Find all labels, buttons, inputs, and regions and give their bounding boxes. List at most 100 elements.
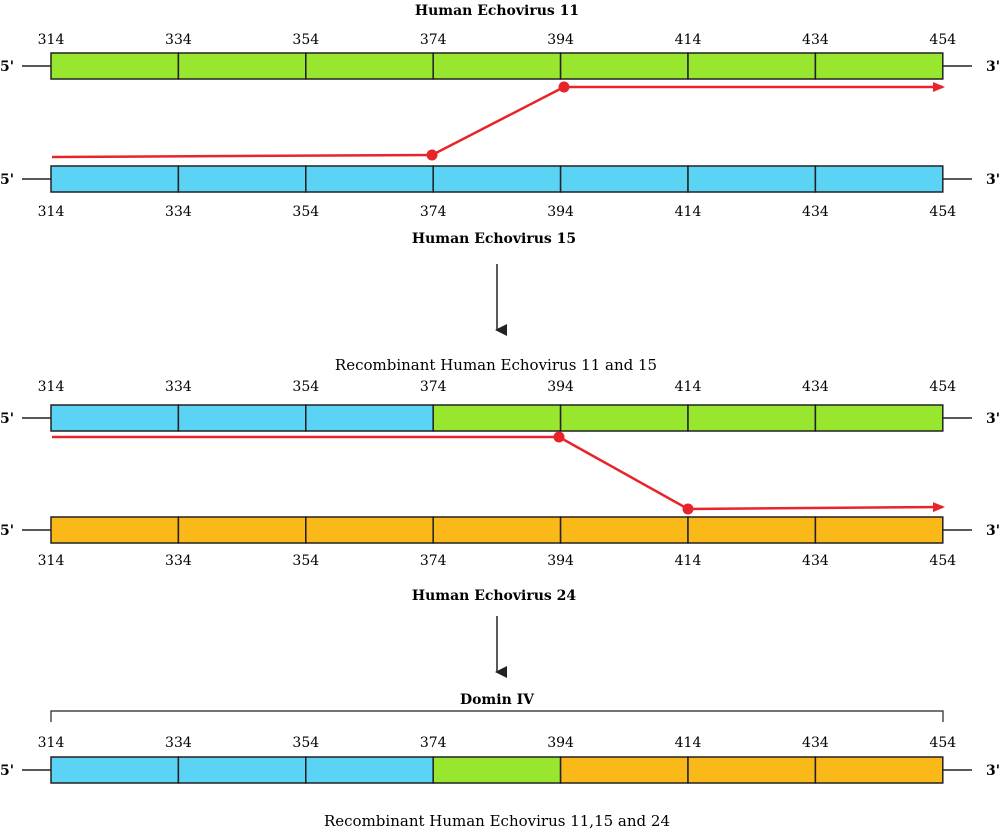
strand-segment-echovirus24 (50, 516, 180, 544)
three-prime-label: 3' (986, 411, 1000, 427)
position-label: 414 (675, 379, 702, 395)
position-label: 434 (802, 735, 829, 751)
three-prime-label: 3' (986, 59, 1000, 75)
position-label: 394 (547, 204, 574, 220)
crossover-arrow-segment (687, 502, 945, 513)
domain-bracket (50, 710, 944, 722)
position-label: 354 (292, 204, 319, 220)
position-label: 394 (547, 379, 574, 395)
section3-position-labels: 314 334 354 374 394 414 434 454 (38, 735, 957, 751)
section1-top-position-labels: 314 334 354 374 394 414 434 454 (38, 32, 957, 48)
position-label: 374 (420, 204, 447, 220)
position-label: 374 (420, 379, 447, 395)
position-label: 454 (929, 204, 956, 220)
position-label: 354 (292, 553, 319, 569)
crossover-point (426, 149, 438, 161)
strand-segment-echovirus11 (177, 52, 307, 80)
strand-segment-echovirus11 (559, 404, 689, 432)
strand-segment-echovirus24 (559, 756, 689, 784)
position-label: 394 (547, 553, 574, 569)
strand-segment-echovirus15 (559, 165, 689, 193)
position-label: 414 (675, 204, 702, 220)
strand-segment-echovirus24 (177, 516, 307, 544)
position-label: 314 (38, 735, 65, 751)
strand-segment-echovirus15 (687, 165, 817, 193)
section1-crossover-path (51, 81, 945, 161)
position-label: 394 (547, 32, 574, 48)
strand-segment-echovirus15 (305, 165, 434, 193)
position-label: 354 (292, 32, 319, 48)
five-prime-label: 5' (0, 411, 14, 427)
section2-crossover-path (52, 431, 945, 515)
position-label: 334 (165, 204, 192, 220)
position-label: 454 (929, 735, 956, 751)
strand-segment-echovirus11 (687, 52, 817, 80)
strand-segment-echovirus24 (687, 756, 817, 784)
position-label: 334 (165, 32, 192, 48)
five-prime-label: 5' (0, 523, 14, 539)
strand-segment-echovirus15 (177, 165, 307, 193)
position-label: 334 (165, 379, 192, 395)
position-label: 354 (292, 379, 319, 395)
position-label: 314 (38, 379, 65, 395)
strand-segment-echovirus11 (687, 404, 817, 432)
section2-top-position-labels: 314 334 354 374 394 414 434 454 (38, 379, 957, 395)
strand-segment-echovirus11 (432, 52, 562, 80)
strand-segment-echovirus15 (432, 165, 562, 193)
five-prime-label: 5' (0, 763, 14, 779)
domain-bracket-label: Domin IV (460, 692, 535, 708)
strand-segment-echovirus24 (687, 516, 817, 544)
section2-top-strand: 5' 3' (0, 404, 1000, 432)
position-label: 394 (547, 735, 574, 751)
position-label: 314 (38, 553, 65, 569)
position-label: 374 (420, 32, 447, 48)
position-label: 374 (420, 553, 447, 569)
section2-bottom-label: Human Echovirus 24 (412, 588, 577, 604)
position-label: 314 (38, 204, 65, 220)
strand-segment-echovirus11 (432, 404, 562, 432)
three-prime-label: 3' (986, 172, 1000, 188)
position-label: 334 (165, 735, 192, 751)
position-label: 314 (38, 32, 65, 48)
strand-segment-echovirus11 (305, 52, 434, 80)
section2-bottom-position-labels: 314 334 354 374 394 414 434 454 (38, 553, 957, 569)
crossover-point (682, 503, 694, 515)
crossover-line-segment (51, 153, 433, 159)
position-label: 434 (802, 553, 829, 569)
crossover-point (553, 431, 565, 443)
strand-segment-echovirus11 (432, 756, 562, 784)
crossover-line-segment (558, 435, 689, 511)
position-label: 354 (292, 735, 319, 751)
strand-segment-echovirus24 (305, 516, 434, 544)
section1-top-strand: 5' 3' (0, 52, 1000, 80)
position-label: 374 (420, 735, 447, 751)
section3-caption: Recombinant Human Echovirus 11,15 and 24 (324, 812, 670, 830)
position-label: 414 (675, 32, 702, 48)
position-label: 454 (929, 553, 956, 569)
position-label: 334 (165, 553, 192, 569)
position-label: 454 (929, 32, 956, 48)
section1-bottom-strand: 5' 3' (0, 165, 1000, 193)
five-prime-label: 5' (0, 59, 14, 75)
section1-bottom-position-labels: 314 334 354 374 394 414 434 454 (38, 204, 957, 220)
strand-segment-echovirus15 (814, 165, 944, 193)
strand-segment-echovirus15 (177, 404, 307, 432)
strand-segment-echovirus24 (814, 756, 944, 784)
strand-segment-echovirus15 (50, 756, 180, 784)
position-label: 454 (929, 379, 956, 395)
strand-segment-echovirus15 (50, 165, 180, 193)
strand-segment-echovirus11 (814, 404, 944, 432)
crossover-point (558, 81, 570, 93)
crossover-line-segment (431, 85, 565, 157)
section1-bottom-label: Human Echovirus 15 (412, 231, 576, 247)
strand-segment-echovirus15 (177, 756, 307, 784)
position-label: 434 (802, 379, 829, 395)
strand-segment-echovirus11 (559, 52, 689, 80)
three-prime-label: 3' (986, 763, 1000, 779)
section2-title: Recombinant Human Echovirus 11 and 15 (335, 356, 657, 374)
five-prime-label: 5' (0, 172, 14, 188)
strand-segment-echovirus11 (50, 52, 180, 80)
strand-segment-echovirus24 (432, 516, 562, 544)
position-label: 434 (802, 204, 829, 220)
section3-strand: 5' 3' (0, 756, 1000, 784)
